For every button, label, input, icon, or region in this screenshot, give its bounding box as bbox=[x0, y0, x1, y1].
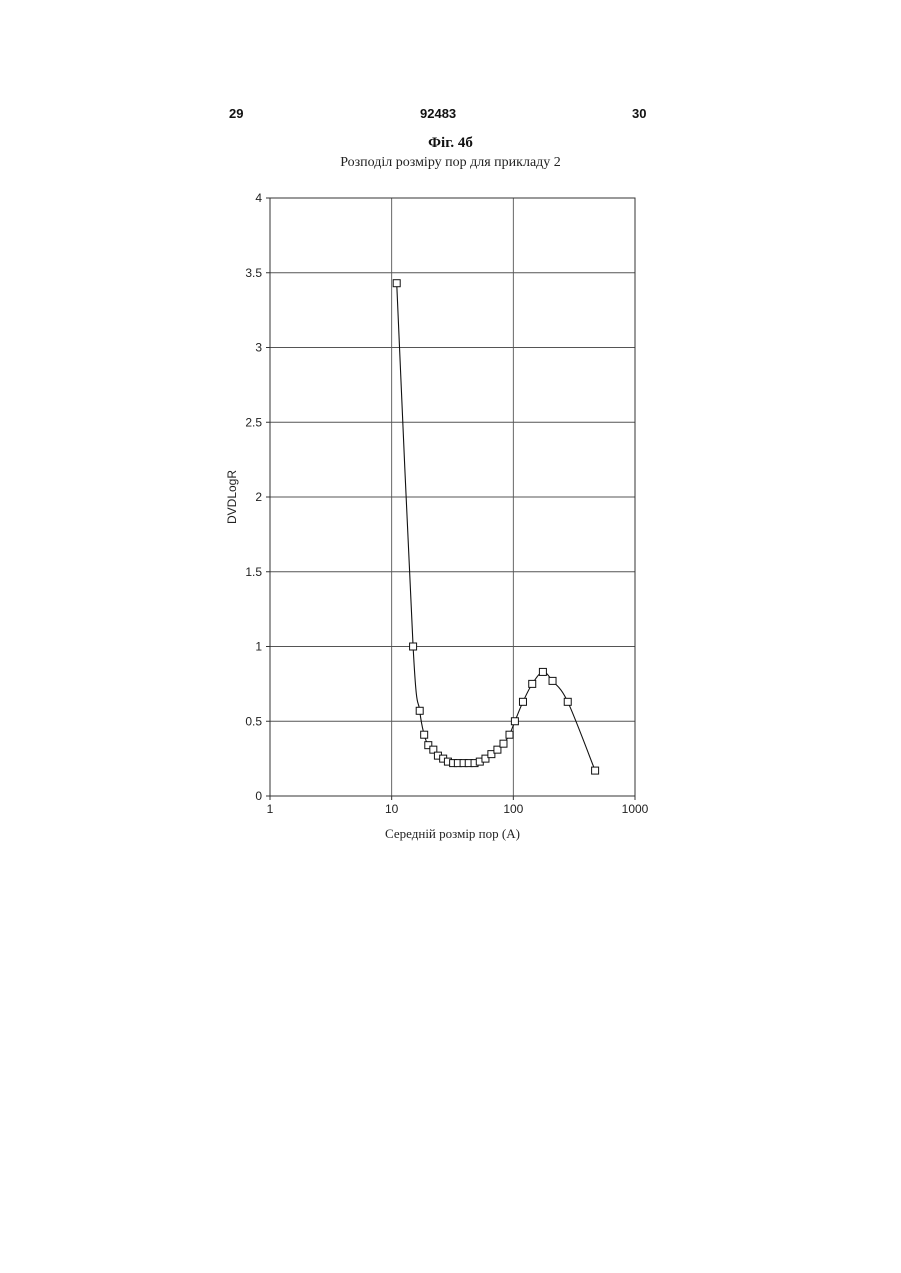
data-point bbox=[506, 731, 513, 738]
data-point bbox=[549, 677, 556, 684]
data-markers bbox=[393, 280, 598, 774]
y-tick-label: 4 bbox=[255, 191, 262, 205]
y-axis-label: DVDLogR bbox=[225, 470, 239, 524]
data-point bbox=[421, 731, 428, 738]
grid-lines bbox=[270, 198, 635, 796]
series-line bbox=[397, 283, 595, 770]
data-point bbox=[519, 698, 526, 705]
data-point bbox=[500, 740, 507, 747]
y-tick-label: 3 bbox=[255, 341, 262, 355]
x-tick-label: 1 bbox=[267, 802, 274, 816]
data-point bbox=[410, 643, 417, 650]
x-tick-label: 100 bbox=[503, 802, 523, 816]
y-tick-label: 2.5 bbox=[245, 415, 262, 429]
data-point bbox=[529, 680, 536, 687]
x-tick-label: 10 bbox=[385, 802, 399, 816]
y-axis-ticks: 0 0.5 1 1.5 2 2.5 3 3.5 4 bbox=[245, 191, 270, 803]
x-axis-ticks: 1 10 100 1000 bbox=[267, 796, 649, 816]
data-point bbox=[564, 698, 571, 705]
y-tick-label: 1 bbox=[255, 640, 262, 654]
data-point bbox=[511, 718, 518, 725]
y-tick-label: 2 bbox=[255, 490, 262, 504]
x-axis-label: Середній розмір пор (А) bbox=[385, 826, 520, 841]
x-tick-label: 1000 bbox=[622, 802, 649, 816]
data-point bbox=[393, 280, 400, 287]
y-tick-label: 3.5 bbox=[245, 266, 262, 280]
data-point bbox=[592, 767, 599, 774]
y-tick-label: 1.5 bbox=[245, 565, 262, 579]
data-point bbox=[539, 668, 546, 675]
y-tick-label: 0 bbox=[255, 789, 262, 803]
y-tick-label: 0.5 bbox=[245, 714, 262, 728]
data-point bbox=[416, 707, 423, 714]
